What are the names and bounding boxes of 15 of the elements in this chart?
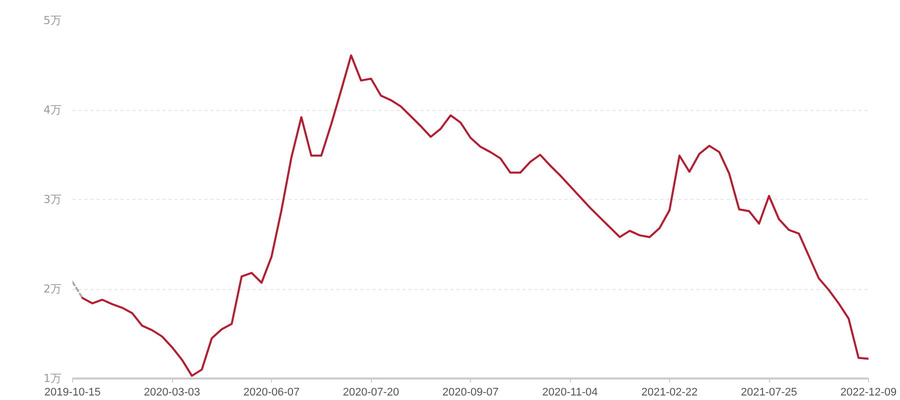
y-tick-label: 2万 <box>44 282 62 296</box>
line-series <box>81 54 868 377</box>
x-tick-label: 2021-07-25 <box>740 386 798 398</box>
y-tick-label: 1万 <box>44 372 62 385</box>
y-tick-label: 5万 <box>44 14 62 27</box>
y-tick-label: 3万 <box>44 193 62 206</box>
x-tick-label: 2021-02-22 <box>641 386 698 398</box>
x-tick-label: 2020-09-07 <box>442 386 499 398</box>
x-tick-label: 2020-06-07 <box>243 386 300 398</box>
x-tick-label: 2020-07-20 <box>342 386 400 398</box>
x-tick-label: 2020-11-04 <box>542 386 598 398</box>
y-tick-label: 4万 <box>44 104 62 116</box>
x-tick-label: 2022-12-09 <box>840 386 897 398</box>
x-tick-label: 2020-03-03 <box>144 386 200 398</box>
x-tick-label: 2019-10-15 <box>44 386 101 398</box>
